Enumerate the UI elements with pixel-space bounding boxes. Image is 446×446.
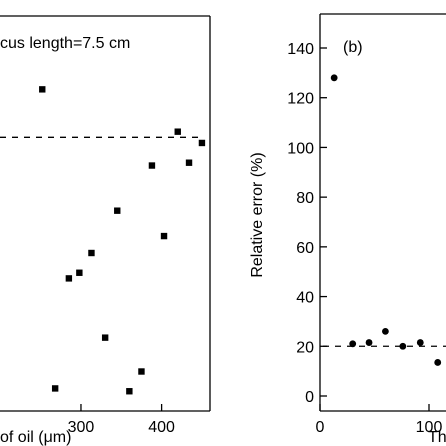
right-x-axis-label: Th	[428, 429, 446, 446]
left-x-axis-label: of oil (μm)	[0, 429, 71, 446]
left-data-point	[76, 269, 83, 276]
right-panel: 0 20 40 60 80 100 120 140 0 100 (b) Relative err…	[249, 13, 446, 446]
right-data-points	[330, 74, 442, 366]
right-y-tick-label: 40	[296, 290, 314, 307]
right-panel-label: (b)	[343, 39, 363, 56]
right-y-ticks: 0 20 40 60 80 100 120 140	[287, 41, 327, 406]
right-data-point	[382, 327, 389, 335]
right-y-tick-label: 0	[305, 389, 314, 406]
left-x-ticks: 300 400	[68, 404, 175, 436]
left-data-point	[126, 388, 133, 395]
left-data-point	[198, 139, 206, 147]
right-y-tick-label: 140	[287, 41, 314, 58]
left-data-point	[88, 249, 95, 257]
left-panel: 300 400 cus length=7.5 cm of oil (μm)	[0, 15, 211, 446]
left-x-tick-label: 400	[148, 419, 175, 436]
right-x-ticks: 0 100	[316, 404, 443, 436]
left-annotation: cus length=7.5 cm	[0, 35, 130, 52]
left-data-point	[174, 128, 181, 135]
right-x-tick-label: 0	[316, 419, 325, 436]
left-data-point	[148, 162, 156, 169]
left-data-point	[185, 159, 193, 166]
right-x-tick-label: 100	[416, 419, 443, 436]
left-data-points	[39, 86, 206, 395]
right-y-tick-label: 100	[287, 140, 314, 157]
right-y-tick-label: 20	[296, 339, 314, 356]
right-y-axis-label: Relative error (%)	[249, 152, 266, 277]
left-data-point	[39, 86, 46, 93]
left-x-tick-label: 300	[68, 419, 95, 436]
right-data-point	[365, 339, 373, 346]
left-data-point	[51, 385, 59, 392]
right-data-point	[399, 342, 407, 350]
right-data-point	[330, 74, 338, 82]
right-y-tick-label: 80	[296, 190, 314, 207]
left-data-point	[101, 334, 109, 341]
right-data-point	[434, 359, 442, 366]
left-data-point	[65, 275, 73, 282]
right-data-point	[349, 340, 357, 348]
right-data-point	[416, 339, 424, 346]
right-y-tick-label: 120	[287, 91, 314, 108]
left-data-point	[160, 232, 168, 240]
right-y-tick-label: 60	[296, 240, 314, 257]
left-data-point	[138, 368, 145, 375]
left-data-point	[114, 207, 121, 214]
